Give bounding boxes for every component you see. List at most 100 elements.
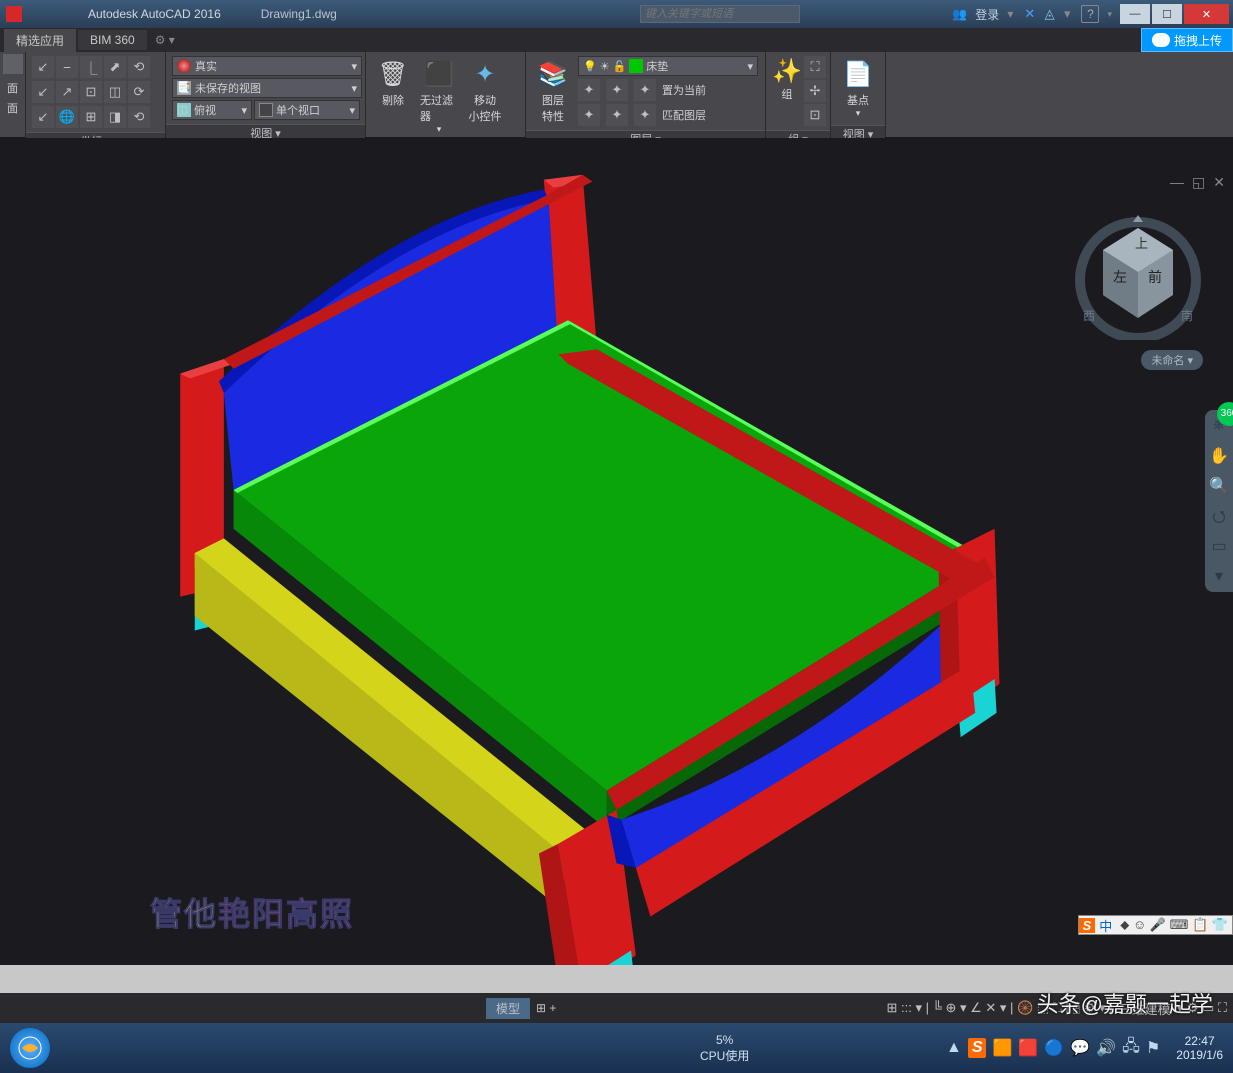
set-current-label[interactable]: 置为当前	[662, 82, 706, 98]
watermark-text: 管他艳阳高照	[150, 889, 354, 935]
tab-featured[interactable]: 精选应用	[4, 29, 76, 52]
zoom-icon[interactable]: 🔍	[1209, 476, 1229, 496]
credit-overlay: 头条@嘉颢一起学	[1037, 987, 1213, 1019]
ucs-icon-4[interactable]: ⬈	[104, 56, 126, 78]
ime-icons[interactable]: ⬥ ☺ 🎤 ⌨ 📋 👕	[1116, 917, 1232, 933]
nofilter-button[interactable]: ⬛无过滤器▾	[418, 56, 460, 137]
ucs-icon-13[interactable]: ⊞	[80, 106, 102, 128]
tray-sogou-icon[interactable]: S	[968, 1038, 987, 1058]
vc-west: 西	[1083, 309, 1095, 323]
tray-volume-icon[interactable]: 🔊	[1096, 1038, 1116, 1058]
layer-tool-3[interactable]: ✦	[634, 79, 656, 101]
topview-dropdown[interactable]: ◫俯视▾	[172, 100, 252, 120]
layer-tool-4[interactable]: ✦	[578, 104, 600, 126]
vc-front: 前	[1148, 269, 1162, 285]
ucs-icon-15[interactable]: ⟲	[128, 106, 150, 128]
base-button[interactable]: 📄基点▾	[837, 56, 879, 121]
taskbar: 5% CPU使用 ▲ S 🟧 🟥 🔵 💬 🔊 🖧 ⚑ 22:47 2019/1/…	[0, 1023, 1233, 1073]
showmotion-icon[interactable]: ▭	[1209, 536, 1229, 556]
viewcube[interactable]: 上 左 前 西 南	[1073, 210, 1203, 340]
close-button[interactable]: ✕	[1184, 4, 1229, 24]
drawing-area[interactable]: — ◱ ✕	[0, 138, 1233, 965]
ucs-icon-14[interactable]: ◨	[104, 106, 126, 128]
search-input[interactable]	[640, 5, 800, 23]
layer-tool-5[interactable]: ✦	[606, 104, 628, 126]
layer-tool-2[interactable]: ✦	[606, 79, 628, 101]
base-icon: 📄	[842, 58, 874, 90]
upload-label: 拖拽上传	[1174, 32, 1222, 49]
cloud-icon	[1152, 33, 1170, 47]
system-tray: ▲ S 🟧 🟥 🔵 💬 🔊 🖧 ⚑ 22:47 2019/1/6	[946, 1034, 1223, 1062]
upload-badge[interactable]: 拖拽上传	[1141, 28, 1233, 52]
ucs-icon-10[interactable]: ⟳	[128, 81, 150, 103]
viewport-dropdown[interactable]: 单个视口▾	[254, 100, 360, 120]
saved-view-dropdown[interactable]: 📑未保存的视图▾	[172, 78, 362, 98]
layer-tool-1[interactable]: ✦	[578, 79, 600, 101]
gizmo-icon: ✦	[469, 58, 501, 90]
app-icon	[6, 6, 22, 22]
ucs-icon-7[interactable]: ↗	[56, 81, 78, 103]
login-label[interactable]: 登录	[975, 6, 999, 23]
ungroup-icon[interactable]: ⛶	[804, 56, 826, 78]
match-layer-label[interactable]: 匹配图层	[662, 107, 706, 123]
ucs-icon-8[interactable]: ⊡	[80, 81, 102, 103]
group-edit-icon[interactable]: ✢	[804, 80, 826, 102]
minimize-button[interactable]: —	[1120, 4, 1150, 24]
nav-expand-icon[interactable]: ▾	[1209, 566, 1229, 586]
ucs-icon-9[interactable]: ◫	[104, 81, 126, 103]
ime-toolbar[interactable]: S 中 ⬥ ☺ 🎤 ⌨ 📋 👕	[1078, 915, 1233, 935]
navigation-bar: ⎈ ✋ 🔍 ⭯ ▭ ▾	[1205, 410, 1233, 592]
lock-icon: 🔓	[613, 60, 627, 73]
group-button[interactable]: ✨组	[772, 56, 802, 126]
clock[interactable]: 22:47 2019/1/6	[1176, 1034, 1223, 1062]
layer-dropdown[interactable]: 💡 ☀ 🔓 床垫 ▾	[578, 56, 758, 76]
remove-button[interactable]: 🗑剔除	[372, 56, 414, 110]
titlebar-right: 👥 登录 ▾ ✕ ◬ ▾ ? ▾ — ☐ ✕	[952, 4, 1233, 24]
ucs-icon-2[interactable]: ⎯	[56, 56, 78, 78]
ucs-icon-3[interactable]: ⎿	[80, 56, 102, 78]
face-icon[interactable]	[3, 54, 23, 74]
cpu-widget: 5% CPU使用	[700, 1033, 749, 1064]
orbit-icon[interactable]: ⭯	[1209, 506, 1229, 526]
sun-icon: ☀	[600, 60, 610, 73]
tray-network-icon[interactable]: 🖧	[1122, 1035, 1140, 1062]
ucs-icon-12[interactable]: 🌐	[56, 106, 78, 128]
tray-arrow-icon[interactable]: ▲	[946, 1039, 962, 1057]
layer-color-swatch	[629, 59, 643, 73]
group-icon: ✨	[774, 58, 800, 84]
help-icon[interactable]: ?	[1081, 5, 1099, 23]
people-icon[interactable]: 👥	[952, 7, 967, 21]
tab-row: 精选应用 BIM 360 ⚙ ▾ 拖拽上传	[0, 28, 1233, 52]
ucs-icon-1[interactable]: ↙	[32, 56, 54, 78]
ribbon: 面 面 ↙ ⎯ ⎿ ⬈ ⟲ ↙ ↗ ⊡ ◫ ⟳ ↙ 🌐 ⊞	[0, 52, 1233, 138]
tray-flag-icon[interactable]: ⚑	[1146, 1038, 1160, 1058]
remove-icon: 🗑	[377, 58, 409, 90]
gizmo-button[interactable]: ✦移动 小控件	[464, 56, 506, 126]
ime-lang[interactable]: 中	[1095, 916, 1116, 935]
layer-props-button[interactable]: 📚图层 特性	[532, 56, 574, 126]
viewport[interactable]: — ◱ ✕	[0, 170, 1233, 965]
layer-tool-6[interactable]: ✦	[634, 104, 656, 126]
ucs-icon-6[interactable]: ↙	[32, 81, 54, 103]
ucs-icon-11[interactable]: ↙	[32, 106, 54, 128]
exchange-icon[interactable]: ✕	[1024, 6, 1035, 21]
group-bbox-icon[interactable]: ⊡	[804, 104, 826, 126]
visual-style-dropdown[interactable]: 真实▾	[172, 56, 362, 76]
start-button[interactable]	[10, 1028, 50, 1068]
ucs-icon-5[interactable]: ⟲	[128, 56, 150, 78]
tray-wechat-icon[interactable]: 💬	[1070, 1038, 1090, 1058]
a360-icon[interactable]: ◬	[1045, 6, 1055, 21]
layers-icon: 📚	[537, 58, 569, 90]
maximize-button[interactable]: ☐	[1152, 4, 1182, 24]
layout-add-icon[interactable]: ⊞ +	[536, 1001, 556, 1015]
face-label: 面	[7, 80, 18, 96]
tray-icon-2[interactable]: 🟥	[1018, 1038, 1038, 1058]
tray-icon-1[interactable]: 🟧	[992, 1038, 1012, 1058]
pan-icon[interactable]: ✋	[1209, 446, 1229, 466]
tab-bim360[interactable]: BIM 360	[78, 30, 147, 50]
model-tab[interactable]: 模型	[486, 998, 530, 1019]
tray-icon-3[interactable]: 🔵	[1044, 1038, 1064, 1058]
unnamed-badge[interactable]: 未命名 ▾	[1141, 350, 1203, 370]
tab-settings-icon[interactable]: ⚙ ▾	[155, 33, 175, 47]
sogou-icon[interactable]: S	[1079, 918, 1096, 933]
